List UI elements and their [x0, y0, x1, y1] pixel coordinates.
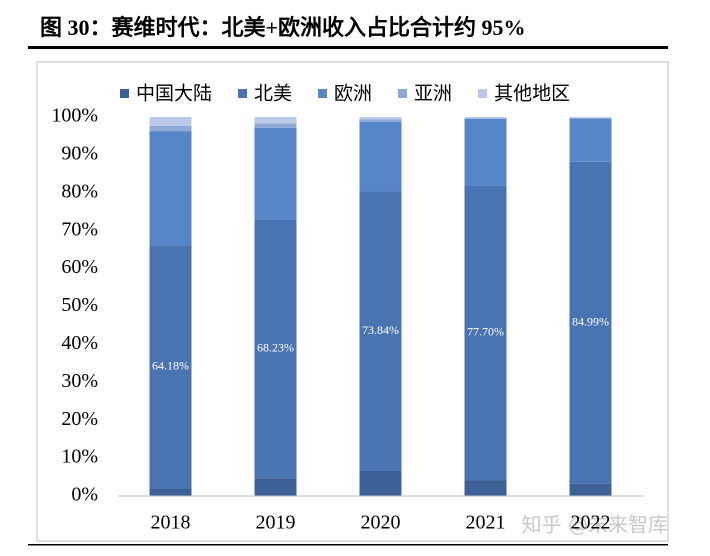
- bar-segment: [569, 117, 612, 118]
- bar-segment: [359, 119, 402, 122]
- legend-swatch: [120, 89, 129, 98]
- bar-segment: [149, 488, 192, 496]
- y-tick-label: 60%: [61, 256, 98, 278]
- data-label: 68.23%: [257, 341, 294, 355]
- data-label: 77.70%: [467, 325, 504, 339]
- bar-segment: [464, 118, 507, 119]
- legend-label: 中国大陆: [136, 83, 212, 105]
- bar-segment: [149, 125, 192, 132]
- bar-segment: [359, 121, 402, 192]
- y-tick-label: 90%: [61, 142, 98, 164]
- bar-segment: [149, 117, 192, 126]
- bar-segment: [569, 161, 612, 484]
- legend-label: 北美: [254, 83, 292, 105]
- legend-swatch: [318, 89, 328, 98]
- bar-segment: [464, 118, 507, 186]
- y-tick-label: 30%: [61, 370, 98, 392]
- x-tick-label: 2022: [571, 512, 611, 534]
- x-tick-label: 2018: [151, 512, 191, 534]
- chart-frame: [36, 61, 669, 542]
- bar-segment: [464, 480, 507, 496]
- bar-segment: [464, 185, 507, 481]
- bar-segment: [149, 245, 192, 489]
- y-tick-label: 80%: [61, 180, 98, 202]
- legend-label: 亚洲: [414, 83, 452, 105]
- legend-swatch: [398, 89, 408, 98]
- x-tick-label: 2019: [256, 512, 296, 534]
- y-tick-label: 50%: [61, 294, 98, 316]
- legend-swatch: [478, 89, 488, 98]
- bar-segment: [464, 117, 507, 119]
- bar-segment: [359, 470, 402, 496]
- data-label: 73.84%: [362, 323, 399, 337]
- y-tick-label: 20%: [61, 408, 98, 430]
- bottom-rule: [28, 544, 668, 546]
- y-tick-label: 0%: [71, 484, 98, 506]
- bar-segment: [359, 117, 402, 120]
- data-label: 64.18%: [152, 359, 189, 373]
- bar-segment: [149, 131, 192, 246]
- y-tick-label: 100%: [51, 105, 98, 127]
- chart-title: 图 30：赛维时代：北美+欧洲收入占比合计约 95%: [40, 15, 526, 40]
- y-tick-label: 70%: [61, 218, 98, 240]
- bar-segment: [569, 118, 612, 162]
- legend-swatch: [238, 89, 248, 98]
- legend-label: 其他地区: [494, 83, 570, 105]
- bar-segment: [359, 191, 402, 471]
- x-tick-label: 2020: [361, 512, 401, 534]
- x-tick-label: 2021: [466, 512, 506, 534]
- bar-segment: [254, 219, 297, 479]
- bar-segment: [254, 117, 297, 124]
- title-rule: [28, 46, 668, 49]
- watermark: 知乎 @未来智库: [522, 513, 668, 537]
- bar-segment: [254, 123, 297, 128]
- bar-segment: [569, 117, 612, 119]
- y-tick-label: 40%: [61, 332, 98, 354]
- bar-segment: [254, 478, 297, 496]
- data-label: 84.99%: [572, 315, 609, 329]
- y-tick-label: 10%: [61, 446, 98, 468]
- legend-label: 欧洲: [334, 83, 372, 105]
- bar-segment: [254, 127, 297, 220]
- bar-segment: [569, 483, 612, 496]
